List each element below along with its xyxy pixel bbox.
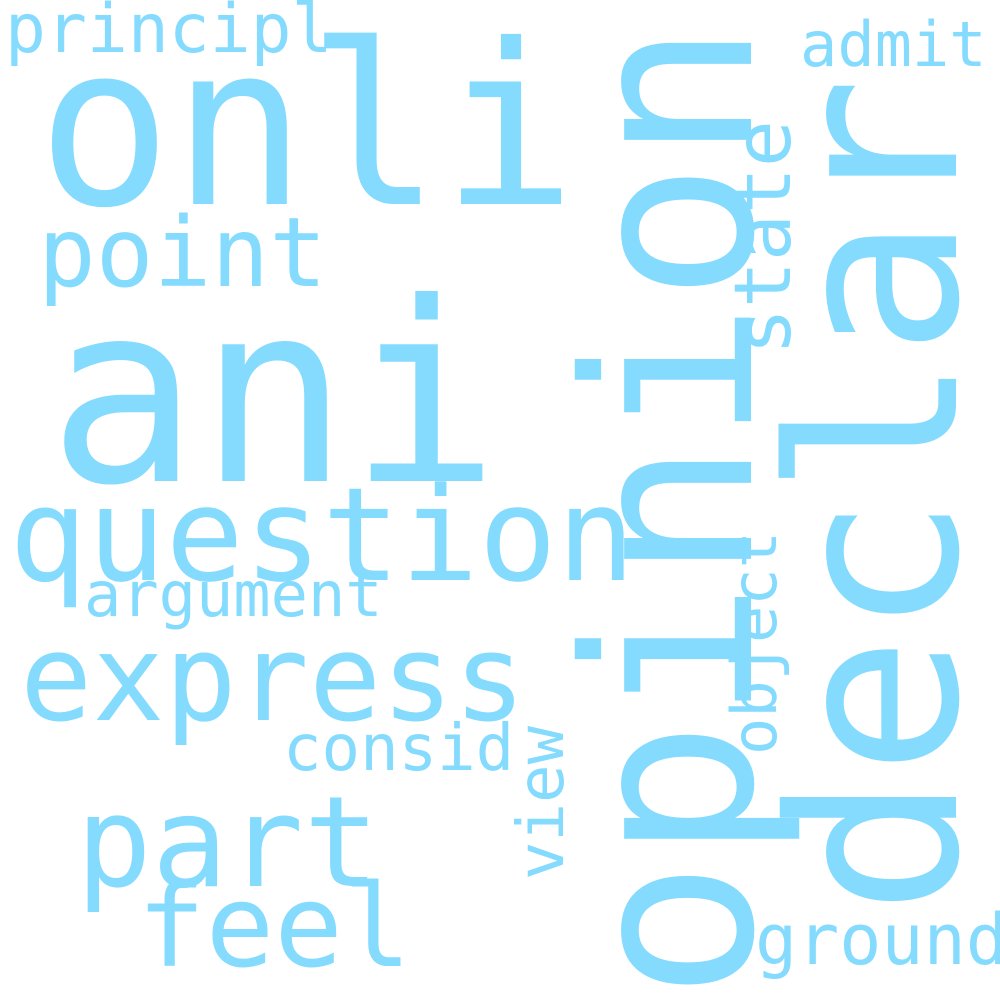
word-onli: onli [37, 0, 577, 257]
word-principl: principl [5, 0, 333, 69]
word-part: part [76, 769, 380, 916]
word-view: view [505, 725, 579, 880]
word-ground: ground [755, 899, 1000, 981]
word-question: question [9, 459, 636, 611]
word-point: point [38, 197, 327, 309]
word-admit: admit [800, 8, 987, 81]
word-express: express [20, 610, 526, 749]
word-state: state [719, 120, 809, 355]
word-consid: consid [283, 712, 515, 786]
word-argument: argument [84, 558, 383, 631]
word-object: object [718, 531, 791, 755]
word-ani: ani [48, 249, 500, 540]
word-feel: feel [137, 860, 412, 993]
